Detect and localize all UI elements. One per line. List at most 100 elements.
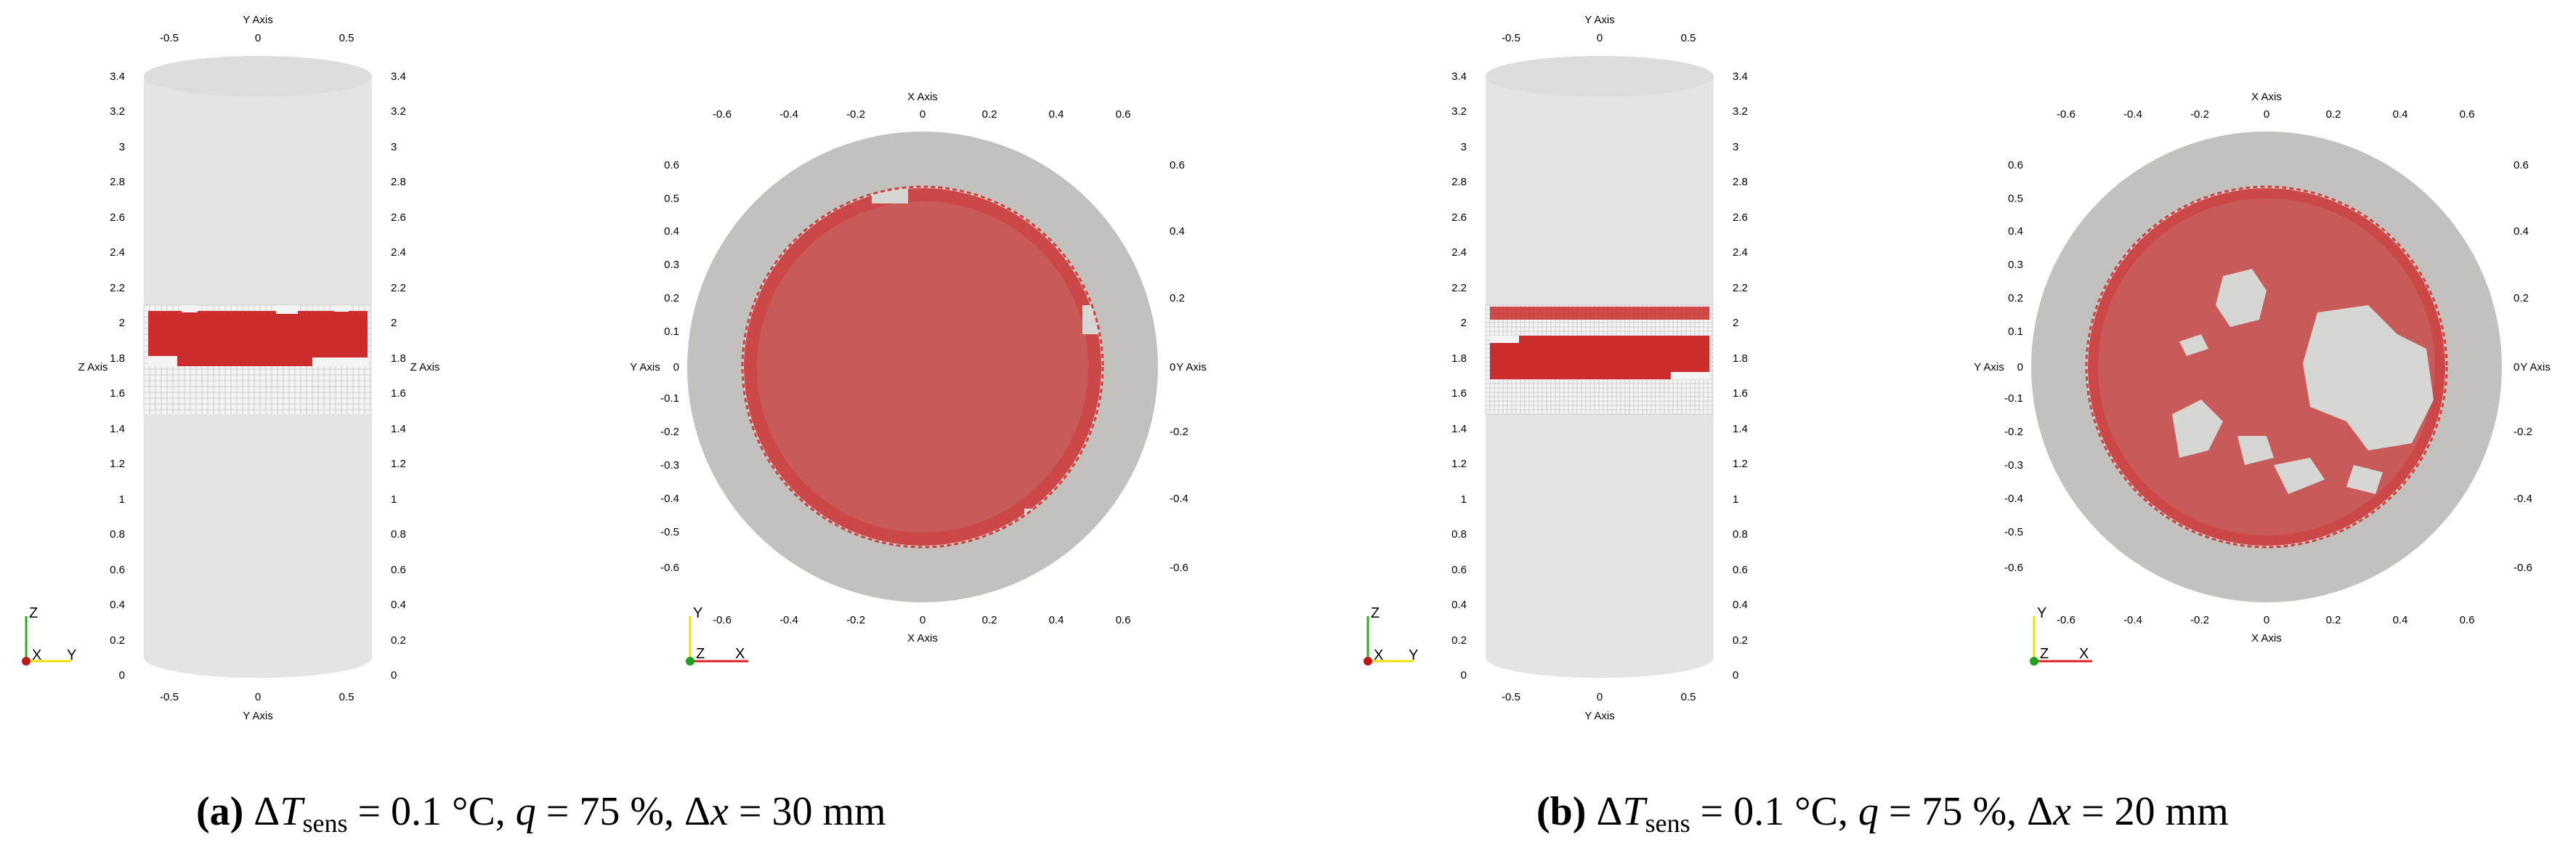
y-tick: -0.2	[1170, 426, 1188, 438]
z-tick: 1	[1733, 493, 1738, 506]
orientation-triad-b-top: Y Z X	[2030, 605, 2092, 666]
z-tick: 1.2	[1451, 458, 1467, 470]
x-tick: 0.4	[1049, 108, 1064, 121]
y-tick: -0.1	[660, 392, 679, 405]
y-tick: 0	[1597, 32, 1603, 44]
y-tick: -0.5	[1502, 691, 1520, 703]
z-tick: 2.8	[1451, 176, 1467, 188]
y-axis-title-right: Y Axis	[1176, 361, 1206, 373]
z-tick: 1	[1461, 493, 1467, 506]
axis-labels-b-top: X Axis -0.6 -0.4 -0.2 0 0.2 0.4 0.6 -0.6…	[1974, 91, 2550, 644]
z-tick: 2.4	[110, 246, 125, 259]
z-tick: 2.6	[110, 211, 125, 224]
y-tick: 0	[2017, 361, 2023, 373]
svg-text:Z: Z	[29, 605, 38, 621]
z-tick: 2.2	[1451, 282, 1467, 294]
y-tick: 0.5	[339, 32, 355, 44]
y-tick: -0.5	[160, 691, 179, 703]
y-tick: 0.6	[2514, 159, 2529, 171]
z-axis-title-left: Z Axis	[78, 361, 108, 373]
y-tick: 0.4	[1170, 225, 1185, 238]
z-tick: 2.2	[1733, 282, 1748, 294]
z-tick: 1.4	[1451, 423, 1467, 435]
x-tick: 0.4	[2393, 108, 2408, 121]
z-tick: 3	[119, 141, 125, 153]
svg-text:Y: Y	[67, 647, 76, 663]
axis-labels-a-top: X Axis -0.6 -0.4 -0.2 0 0.2 0.4 0.6 -0.6…	[630, 91, 1206, 644]
orientation-triad-a-side: Z X Y	[22, 605, 76, 666]
x-tick: 0.6	[2460, 614, 2475, 626]
y-tick: 0.1	[2008, 326, 2023, 338]
z-tick: 1.6	[110, 387, 125, 400]
x-axis-title-top: X Axis	[907, 91, 938, 103]
x-tick: 0	[2264, 614, 2269, 626]
z-tick: 2.4	[391, 246, 406, 259]
y-tick: -0.2	[660, 426, 679, 438]
z-tick: 2	[1461, 317, 1467, 329]
y-tick: 0.6	[664, 159, 679, 171]
y-axis-title-bottom: Y Axis	[243, 710, 272, 722]
x-tick: 0.4	[1049, 614, 1064, 626]
z-tick: 3	[391, 141, 397, 153]
x-tick: -0.2	[2190, 614, 2209, 626]
y-tick: -0.3	[660, 459, 679, 472]
y-tick: 0.6	[2008, 159, 2023, 171]
z-tick: 1	[391, 493, 397, 506]
z-tick: 0.8	[1733, 528, 1748, 541]
y-tick: -0.2	[2514, 426, 2532, 438]
z-tick: 2	[1733, 317, 1738, 329]
y-axis-title-top: Y Axis	[1584, 14, 1614, 26]
y-axis-title-right: Y Axis	[2520, 361, 2550, 373]
y-tick: 0	[1170, 361, 1175, 373]
y-tick: 0	[255, 691, 261, 703]
melt-boundary	[2085, 185, 2448, 549]
z-tick: 0.6	[1451, 564, 1467, 576]
z-tick: 1.8	[1733, 352, 1748, 365]
svg-text:Y: Y	[693, 605, 702, 621]
z-tick: 0.2	[391, 634, 406, 647]
x-tick: 0.4	[2393, 614, 2408, 626]
svg-text:Y: Y	[1409, 647, 1418, 663]
x-tick: -0.4	[2123, 108, 2142, 121]
z-tick: 0.6	[391, 564, 406, 576]
z-tick: 3.2	[110, 105, 125, 118]
y-tick: 0.3	[664, 259, 679, 271]
y-tick: 0	[255, 32, 261, 44]
y-tick: 0.5	[339, 691, 355, 703]
y-tick: -0.6	[1170, 562, 1188, 574]
z-tick: 0.4	[391, 599, 406, 611]
z-tick: 1.6	[1451, 387, 1467, 400]
z-tick: 3.4	[1733, 70, 1748, 83]
x-tick: -0.2	[2190, 108, 2209, 121]
z-tick: 0.4	[110, 599, 125, 611]
melt-cells	[148, 305, 368, 366]
caption-b: (b) ΔTsens = 0.1 °C, q = 75 %, Δx = 20 m…	[1536, 789, 2229, 838]
svg-text:X: X	[2079, 646, 2089, 662]
z-tick: 2.8	[1733, 176, 1748, 188]
cylinder-bottom-cap	[1486, 637, 1714, 678]
y-tick: 0	[2514, 361, 2519, 373]
z-tick: 2.6	[1451, 211, 1467, 224]
z-tick: 0.8	[110, 528, 125, 541]
x-tick: -0.6	[713, 108, 732, 121]
x-tick: 0.6	[2460, 108, 2475, 121]
z-tick: 0.4	[1733, 599, 1748, 611]
z-tick: 0.2	[1733, 634, 1748, 647]
z-tick: 0.2	[110, 634, 125, 647]
y-tick: 0.1	[664, 326, 679, 338]
y-tick: 0	[673, 361, 679, 373]
x-tick: 0.2	[2326, 614, 2341, 626]
y-tick: 0.2	[2008, 292, 2023, 304]
y-tick: 0.6	[1170, 159, 1185, 171]
svg-text:Z: Z	[2040, 646, 2049, 662]
z-tick: 2.8	[110, 176, 125, 188]
z-ticks: 3.4 3.2 3 2.8 2.6 2.4 2.2 2 1.8 1.6 1.4 …	[110, 70, 406, 682]
y-tick: 0.4	[2008, 225, 2023, 238]
y-tick: 0.3	[2008, 259, 2023, 271]
panel-b-top-view	[2031, 132, 2502, 602]
y-tick: -0.4	[660, 493, 679, 505]
z-tick: 1.8	[110, 352, 125, 365]
caption-a: (a) ΔTsens = 0.1 °C, q = 75 %, Δx = 30 m…	[196, 789, 886, 838]
x-tick: -0.2	[846, 614, 865, 626]
z-tick: 2.6	[391, 211, 406, 224]
